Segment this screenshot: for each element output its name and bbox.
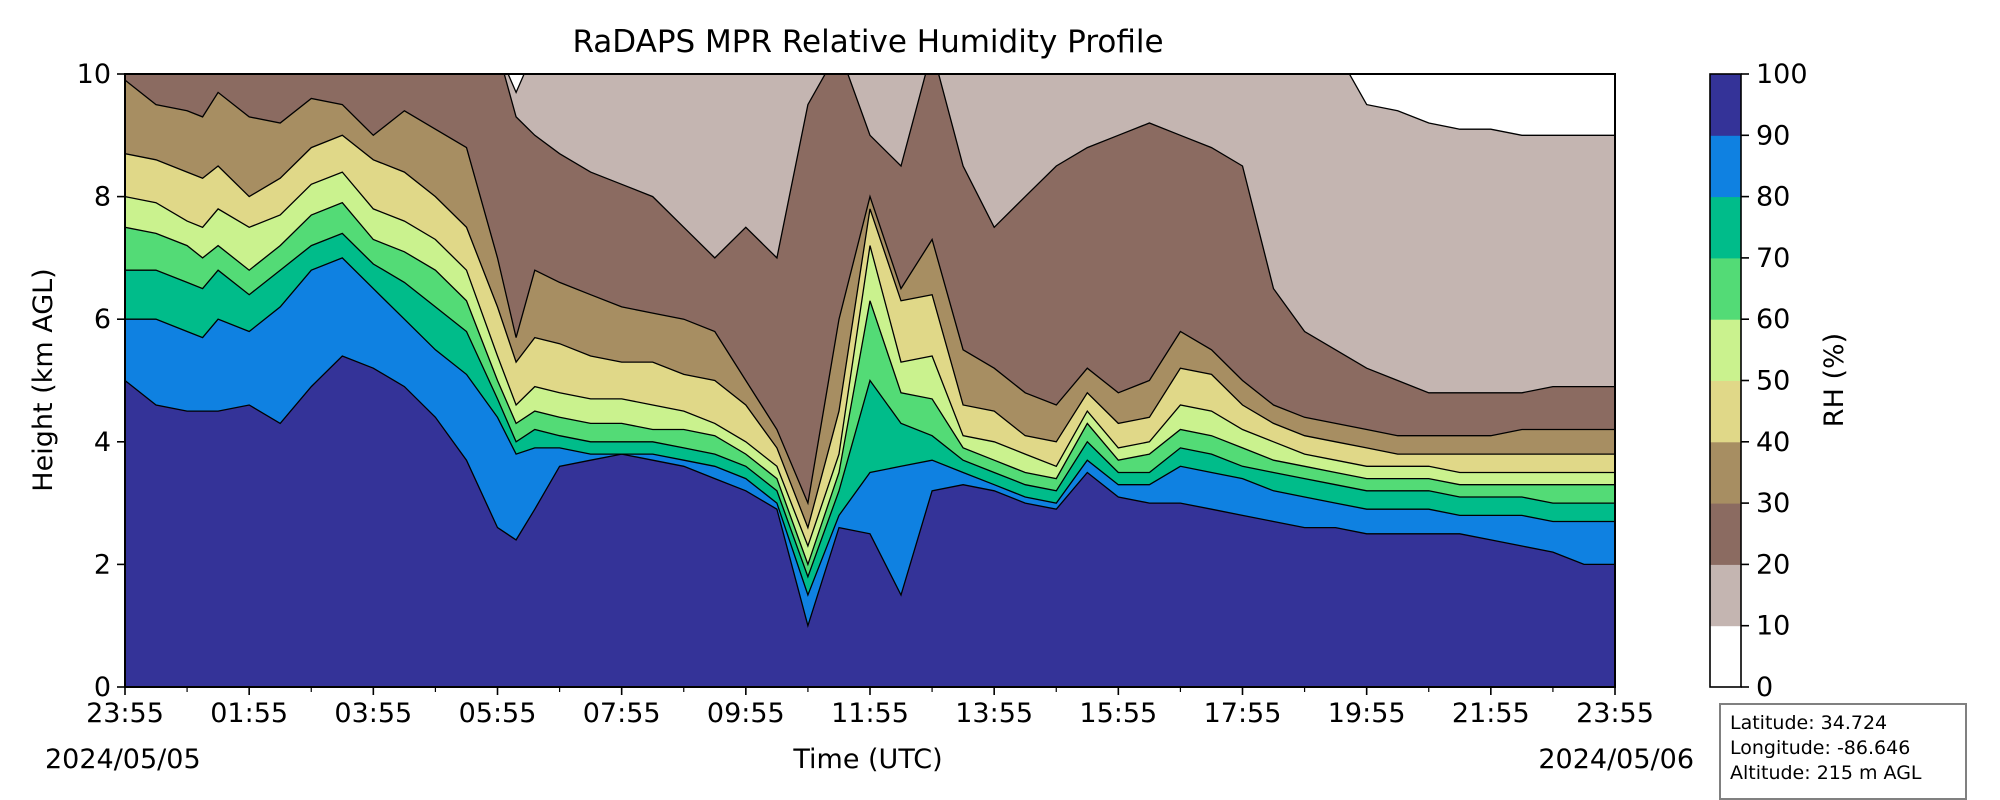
colorbar-segment-10: [1710, 564, 1741, 627]
colorbar-segment-50: [1710, 319, 1741, 381]
rh-band-0-10: [508, 74, 1615, 136]
colorbar-tick-label: 40: [1756, 427, 1790, 458]
contour-lines: [125, 74, 1615, 629]
contour-line-90: [125, 355, 1615, 629]
y-tick-label: 2: [94, 549, 111, 580]
colorbar-segment-70: [1710, 196, 1741, 259]
colorbar-tick-label: 60: [1756, 304, 1790, 335]
colorbar-label: RH (%): [1819, 333, 1850, 427]
rh-band-30-40: [125, 80, 1615, 528]
colorbar-tick-label: 50: [1756, 366, 1790, 397]
colorbar-tick-label: 80: [1756, 182, 1790, 213]
x-tick-label: 21:55: [1452, 698, 1530, 729]
date-end-label: 2024/05/06: [1538, 744, 1694, 775]
date-start-label: 2024/05/05: [45, 744, 201, 775]
x-tick-label: 17:55: [1204, 698, 1282, 729]
colorbar-segment-30: [1710, 441, 1741, 504]
altitude-text: Altitude: 215 m AGL: [1730, 762, 1922, 784]
x-tick-label: 13:55: [955, 698, 1033, 729]
y-axis: 0 2 4 6 8 10: [77, 59, 125, 703]
station-info-box: Latitude: 34.724 Longitude: -86.646 Alti…: [1719, 703, 1967, 800]
contour-line-50: [125, 171, 1615, 548]
contour-line-40: [125, 134, 1615, 530]
colorbar-segment-0: [1710, 625, 1741, 688]
rh-band-40-50: [125, 135, 1615, 547]
colorbar-tick-label: 100: [1756, 59, 1808, 90]
rh-band-70-80: [125, 233, 1615, 595]
contour-line-60: [125, 201, 1615, 567]
y-tick-label: 0: [94, 672, 111, 703]
latitude-text: Latitude: 34.724: [1730, 712, 1888, 734]
x-tick-label: 11:55: [831, 698, 909, 729]
contour-line-10: [507, 74, 1615, 136]
y-tick-label: 8: [94, 182, 111, 213]
colorbar-tick-label: 20: [1756, 549, 1790, 580]
colorbar-ticks: 0 10 20 30 40 50 60 70 80 90 100: [1741, 59, 1808, 703]
colorbar-tick-label: 10: [1756, 611, 1790, 642]
rh-band-10-20: [504, 74, 1615, 393]
colorbar-segment-60: [1710, 257, 1741, 320]
colorbar-segment-40: [1710, 380, 1741, 443]
contour-line-20: [503, 74, 1615, 394]
colorbar-tick-label: 70: [1756, 243, 1790, 274]
x-tick-label: 03:55: [334, 698, 412, 729]
x-axis-label: Time (UTC): [792, 744, 942, 775]
x-tick-label: 09:55: [707, 698, 785, 729]
colorbar-segment-80: [1710, 135, 1741, 198]
y-axis-label: Height (km AGL): [28, 268, 59, 491]
colorbar-tick-label: 30: [1756, 488, 1790, 519]
rh-band-20-30: [125, 74, 1615, 504]
contour-line-30: [125, 79, 1615, 506]
contour-fills: [125, 74, 1615, 626]
y-tick-label: 10: [77, 59, 111, 90]
x-axis: 23:55 01:55 03:55 05:55 07:55 09:55 11:55 13:55…: [86, 687, 1654, 729]
y-tick-label: 6: [94, 304, 111, 335]
plot-area: [124, 73, 1616, 688]
colorbar-tick-label: 90: [1756, 120, 1790, 151]
chart-title: RaDAPS MPR Relative Humidity Profile: [572, 24, 1163, 60]
x-tick-label: 15:55: [1079, 698, 1157, 729]
colorbar: [1709, 73, 1742, 688]
colorbar-segment-90: [1710, 74, 1741, 136]
x-tick-label: 23:55: [1576, 698, 1654, 729]
contour-line-80: [125, 257, 1615, 597]
x-tick-label: 19:55: [1328, 698, 1406, 729]
x-tick-label: 07:55: [583, 698, 661, 729]
colorbar-tick-label: 0: [1756, 672, 1773, 703]
y-tick-label: 4: [94, 427, 111, 458]
x-tick-label: 05:55: [459, 698, 537, 729]
x-tick-label: 23:55: [86, 698, 164, 729]
longitude-text: Longitude: -86.646: [1730, 737, 1911, 759]
colorbar-segment-20: [1710, 503, 1741, 565]
x-tick-label: 01:55: [210, 698, 288, 729]
contour-line-70: [125, 232, 1615, 579]
rh-band-50-60: [125, 172, 1615, 565]
